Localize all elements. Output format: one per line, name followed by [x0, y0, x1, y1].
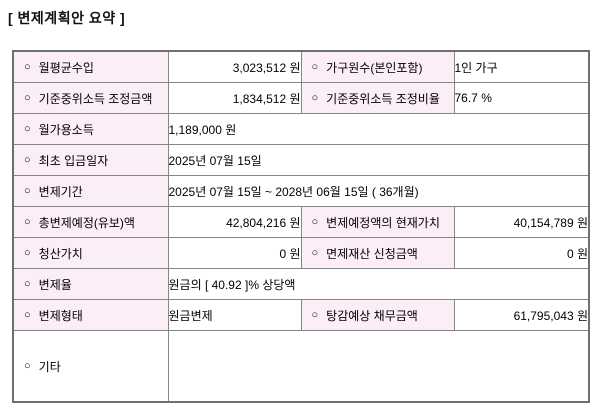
- circle-bullet-icon: ○: [311, 91, 319, 104]
- value-present-value-of-repayment: 40,154,789 원: [453, 206, 590, 238]
- label-text: 월평균수입: [38, 60, 94, 75]
- value-median-income-adjusted-amount: 1,834,512 원: [167, 82, 302, 114]
- table-row: ○ 총변제예정(유보)액 42,804,216 원 ○ 변제예정액의 현재가치 40…: [12, 206, 590, 238]
- label-text: 청산가치: [38, 246, 83, 261]
- label-text: 기준중위소득 조정금액: [38, 91, 153, 106]
- value-etc: [167, 330, 590, 403]
- label-text: 총변제예정(유보)액: [38, 215, 135, 230]
- circle-bullet-icon: ○: [24, 308, 31, 321]
- label-text: 최초 입금일자: [38, 153, 109, 168]
- value-expected-debt-relief-amount: 61,795,043 원: [453, 299, 590, 331]
- label-avg-monthly-income: ○ 월평균수입: [12, 50, 169, 83]
- label-repayment-rate: ○ 변제율: [12, 268, 169, 300]
- table-row: ○ 최초 입금일자 2025년 07월 15일: [12, 144, 590, 176]
- circle-bullet-icon: ○: [24, 60, 31, 73]
- label-first-deposit-date: ○ 최초 입금일자: [12, 144, 169, 176]
- label-text: 변제예정액의 현재가치: [326, 215, 440, 230]
- table-row: ○ 변제율 원금의 [ 40.92 ]% 상당액: [12, 268, 590, 300]
- circle-bullet-icon: ○: [24, 215, 31, 228]
- table-row: ○ 기타: [12, 330, 590, 403]
- label-etc: ○ 기타: [12, 330, 169, 403]
- circle-bullet-icon: ○: [24, 122, 31, 135]
- circle-bullet-icon: ○: [24, 184, 31, 197]
- label-liquidation-value: ○ 청산가치: [12, 237, 169, 269]
- label-expected-debt-relief-amount: ○ 탕감예상 채무금액: [300, 299, 455, 331]
- page-title: [ 변제계획안 요약 ]: [8, 10, 126, 26]
- table-row: ○ 월평균수입 3,023,512 원 ○ 가구원수(본인포함) 1인 가구: [12, 50, 590, 83]
- value-median-income-adjustment-ratio: 76.7 %: [453, 82, 590, 114]
- table-row: ○ 월가용소득 1,189,000 원: [12, 113, 590, 145]
- circle-bullet-icon: ○: [24, 246, 31, 259]
- circle-bullet-icon: ○: [24, 153, 31, 166]
- label-text: 가구원수(본인포함): [326, 60, 423, 75]
- table-row: ○ 변제기간 2025년 07월 15일 ~ 2028년 06월 15일 ( 36…: [12, 175, 590, 207]
- value-exempt-property-amount: 0 원: [453, 237, 590, 269]
- value-first-deposit-date: 2025년 07월 15일: [167, 144, 590, 176]
- value-household-members: 1인 가구: [453, 50, 590, 83]
- table-row: ○ 청산가치 0 원 ○ 면제재산 신청금액 0 원: [12, 237, 590, 269]
- label-median-income-adjusted-amount: ○ 기준중위소득 조정금액: [12, 82, 169, 114]
- label-text: 면제재산 신청금액: [326, 246, 418, 261]
- label-median-income-adjustment-ratio: ○ 기준중위소득 조정비율: [300, 82, 455, 114]
- value-repayment-rate: 원금의 [ 40.92 ]% 상당액: [167, 268, 590, 300]
- circle-bullet-icon: ○: [24, 91, 31, 104]
- value-repayment-period: 2025년 07월 15일 ~ 2028년 06월 15일 ( 36개월): [167, 175, 590, 207]
- label-text: 기준중위소득 조정비율: [326, 91, 440, 106]
- circle-bullet-icon: ○: [24, 277, 31, 290]
- label-text: 변제기간: [38, 184, 83, 199]
- label-repayment-period: ○ 변제기간: [12, 175, 169, 207]
- label-exempt-property-amount: ○ 면제재산 신청금액: [300, 237, 455, 269]
- value-liquidation-value: 0 원: [167, 237, 302, 269]
- value-total-expected-repayment: 42,804,216 원: [167, 206, 302, 238]
- value-repayment-type: 원금변제: [167, 299, 302, 331]
- label-total-expected-repayment: ○ 총변제예정(유보)액: [12, 206, 169, 238]
- table-row: ○ 변제형태 원금변제 ○ 탕감예상 채무금액 61,795,043 원: [12, 299, 590, 331]
- label-monthly-disposable-income: ○ 월가용소득: [12, 113, 169, 145]
- circle-bullet-icon: ○: [311, 215, 319, 228]
- label-text: 탕감예상 채무금액: [326, 308, 418, 323]
- circle-bullet-icon: ○: [24, 359, 31, 372]
- label-text: 변제형태: [38, 308, 83, 323]
- repayment-plan-summary-table: ○ 월평균수입 3,023,512 원 ○ 가구원수(본인포함) 1인 가구 ○ 기준…: [12, 50, 590, 403]
- value-monthly-disposable-income: 1,189,000 원: [167, 113, 590, 145]
- label-present-value-of-repayment: ○ 변제예정액의 현재가치: [300, 206, 455, 238]
- circle-bullet-icon: ○: [311, 308, 319, 321]
- circle-bullet-icon: ○: [311, 60, 319, 73]
- label-text: 변제율: [38, 277, 72, 292]
- label-repayment-type: ○ 변제형태: [12, 299, 169, 331]
- value-avg-monthly-income: 3,023,512 원: [167, 50, 302, 83]
- label-text: 기타: [38, 359, 61, 374]
- label-text: 월가용소득: [38, 122, 94, 137]
- table-row: ○ 기준중위소득 조정금액 1,834,512 원 ○ 기준중위소득 조정비율 76…: [12, 82, 590, 114]
- label-household-members: ○ 가구원수(본인포함): [300, 50, 455, 83]
- circle-bullet-icon: ○: [311, 246, 319, 259]
